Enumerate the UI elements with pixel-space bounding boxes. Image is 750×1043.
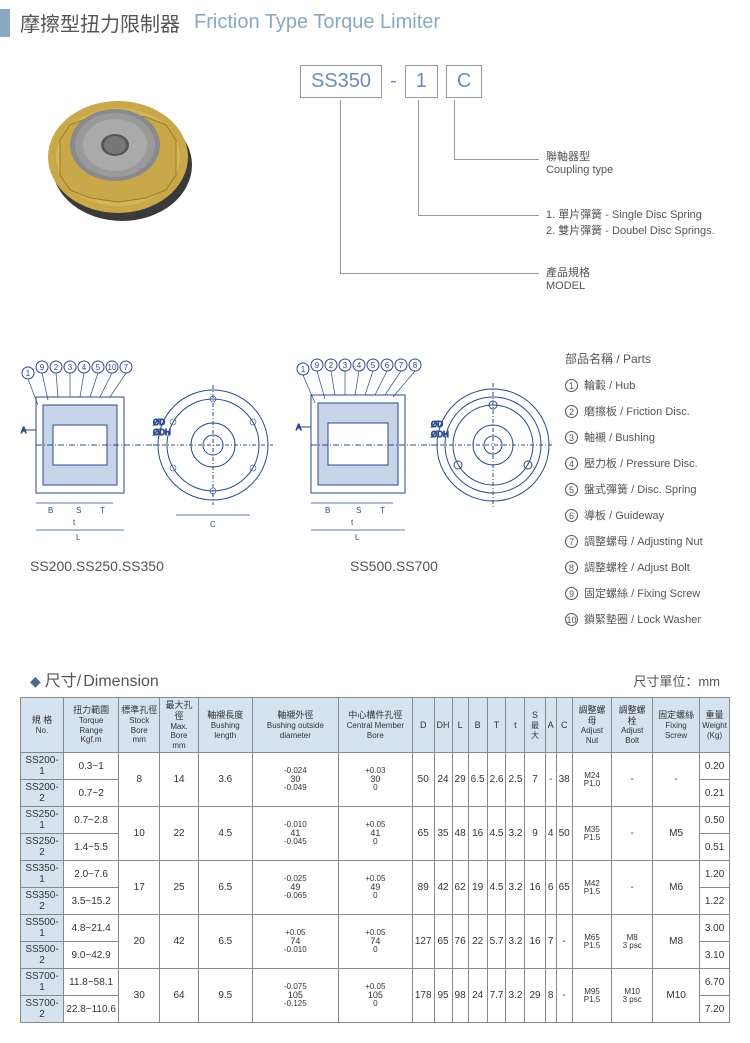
svg-text:1: 1 xyxy=(25,369,30,378)
dim-unit: 尺寸單位：mm xyxy=(633,671,720,690)
table-header: D xyxy=(412,698,434,753)
parts-item: 1 輪轂 / Hub xyxy=(565,377,735,393)
model-part-3: C xyxy=(446,65,482,98)
svg-text:3: 3 xyxy=(342,361,347,370)
model-part-2: 1 xyxy=(405,65,438,98)
svg-text:4: 4 xyxy=(81,363,86,372)
table-header: B xyxy=(468,698,487,753)
svg-text:6: 6 xyxy=(384,361,389,370)
parts-item: 5 盤式彈簧 / Disc. Spring xyxy=(565,481,735,497)
label-coupling-cn: 聯軸器型 xyxy=(546,148,613,164)
svg-text:A: A xyxy=(21,426,27,435)
table-header: 標準孔徑Stock Boremm xyxy=(119,698,160,753)
svg-text:T: T xyxy=(100,506,105,515)
svg-text:5: 5 xyxy=(370,361,375,370)
parts-item: 4 壓力板 / Pressure Disc. xyxy=(565,455,735,471)
model-dash: - xyxy=(390,70,397,93)
table-header: 重量Weight(Kg) xyxy=(700,698,730,753)
dim-title-cn: 尺寸/ xyxy=(45,667,81,691)
table-header: 調整螺栓Adjust Bolt xyxy=(612,698,653,753)
page-header: 摩擦型扭力限制器 Friction Type Torque Limiter xyxy=(0,0,750,45)
model-breakdown: SS350 - 1 C 聯軸器型 Coupling type 1. 單片彈簧 -… xyxy=(210,65,720,320)
svg-text:8: 8 xyxy=(412,361,417,370)
svg-text:T: T xyxy=(380,506,385,515)
svg-text:1: 1 xyxy=(300,365,305,374)
dim-bullet: ◆ xyxy=(30,673,41,690)
svg-text:10: 10 xyxy=(107,363,116,372)
parts-title: 部品名稱 / Parts xyxy=(565,350,735,367)
svg-text:3: 3 xyxy=(67,363,72,372)
table-header: 中心構件孔徑Central Member Bore xyxy=(338,698,412,753)
header-accent xyxy=(0,9,10,37)
svg-text:A: A xyxy=(296,423,302,432)
top-section: SS350 - 1 C 聯軸器型 Coupling type 1. 單片彈簧 -… xyxy=(0,45,750,330)
svg-text:B: B xyxy=(325,506,330,515)
parts-item: 6 導板 / Guideway xyxy=(565,507,735,523)
svg-text:S: S xyxy=(76,506,81,515)
parts-list: 部品名稱 / Parts 1 輪轂 / Hub 2 磨擦板 / Friction … xyxy=(565,350,735,637)
table-row: SS200-10.3~18143.6-0.02430-0.049+0.03300… xyxy=(21,753,730,780)
table-header: DH xyxy=(434,698,452,753)
parts-item: 3 軸襯 / Bushing xyxy=(565,429,735,445)
svg-text:L: L xyxy=(76,533,81,542)
model-code-boxes: SS350 - 1 C xyxy=(300,65,720,98)
table-header: T xyxy=(487,698,506,753)
table-header: 規 格No. xyxy=(21,698,64,753)
svg-text:B: B xyxy=(48,506,53,515)
product-photo xyxy=(30,65,210,245)
svg-text:C: C xyxy=(210,520,216,529)
table-header: S最大 xyxy=(525,698,545,753)
svg-text:9: 9 xyxy=(314,361,319,370)
label-spring-2: 2. 雙片彈簧 - Doubel Disc Springs. xyxy=(546,222,715,238)
svg-text:4: 4 xyxy=(356,361,361,370)
table-header: 最大孔徑Max. Boremm xyxy=(160,698,198,753)
svg-text:5: 5 xyxy=(95,363,100,372)
table-header: A xyxy=(545,698,556,753)
parts-item: 9 固定螺絲 / Fixing Screw xyxy=(565,585,735,601)
label-model-cn: 產品規格 xyxy=(546,264,590,280)
parts-item: 8 調整螺栓 / Adjust Bolt xyxy=(565,559,735,575)
table-header: t xyxy=(506,698,525,753)
tech-drawing-2: 1 9 2 3 4 5 6 7 8 xyxy=(293,355,553,545)
table-header: L xyxy=(452,698,468,753)
diagram-section: 1 9 2 3 4 5 10 7 xyxy=(0,330,750,657)
tech-drawing-1: 1 9 2 3 4 5 10 7 xyxy=(18,355,278,545)
header-title-en: Friction Type Torque Limiter xyxy=(194,11,440,34)
label-model-en: MODEL xyxy=(546,280,590,292)
svg-text:7: 7 xyxy=(123,363,128,372)
table-row: SS350-12.0~7.617256.5-0.02549-0.065+0.05… xyxy=(21,861,730,888)
table-row: SS250-10.7~2.810224.5-0.01041-0.045+0.05… xyxy=(21,807,730,834)
table-row: SS700-111.8~58.130649.5-0.075105-0.125+0… xyxy=(21,969,730,996)
svg-text:L: L xyxy=(355,533,360,542)
dim-title-en: Dimension xyxy=(83,673,159,691)
svg-text:t: t xyxy=(351,518,354,527)
label-spring-1: 1. 單片彈簧 - Single Disc Spring xyxy=(546,206,715,222)
parts-item: 2 磨擦板 / Friction Disc. xyxy=(565,403,735,419)
diagram-right: 1 9 2 3 4 5 6 7 8 xyxy=(290,350,555,637)
svg-text:t: t xyxy=(73,518,76,527)
table-header: 固定螺絲Fixing Screw xyxy=(653,698,700,753)
header-title-cn: 摩擦型扭力限制器 xyxy=(20,8,180,37)
table-header: 扭力範圍Torque RangeKgf.m xyxy=(64,698,119,753)
svg-text:ØD: ØD xyxy=(153,418,165,427)
model-part-1: SS350 xyxy=(300,65,382,98)
parts-item: 7 調整螺母 / Adjusting Nut xyxy=(565,533,735,549)
table-header: 軸襯外徑Bushing outside diameter xyxy=(252,698,338,753)
table-header: C xyxy=(556,698,572,753)
svg-text:7: 7 xyxy=(398,361,403,370)
table-header: 軸襯長度Bushing length xyxy=(198,698,252,753)
dimension-header: ◆ 尺寸/ Dimension 尺寸單位：mm xyxy=(0,657,750,697)
table-header: 調整螺母Adjust Nut xyxy=(572,698,612,753)
dimension-table: 規 格No.扭力範圍Torque RangeKgf.m標準孔徑Stock Bor… xyxy=(20,697,730,1023)
diagram-caption-1: SS200.SS250.SS350 xyxy=(15,558,280,574)
diagram-caption-2: SS500.SS700 xyxy=(290,558,555,574)
svg-text:2: 2 xyxy=(53,363,58,372)
svg-text:S: S xyxy=(356,506,361,515)
table-row: SS500-14.8~21.420426.5+0.0574-0.010+0.05… xyxy=(21,915,730,942)
diagram-left: 1 9 2 3 4 5 10 7 xyxy=(15,350,280,637)
svg-text:2: 2 xyxy=(328,361,333,370)
parts-item: 10 鎖緊墊圈 / Lock Washer xyxy=(565,611,735,627)
svg-text:9: 9 xyxy=(39,363,44,372)
label-coupling-en: Coupling type xyxy=(546,164,613,176)
